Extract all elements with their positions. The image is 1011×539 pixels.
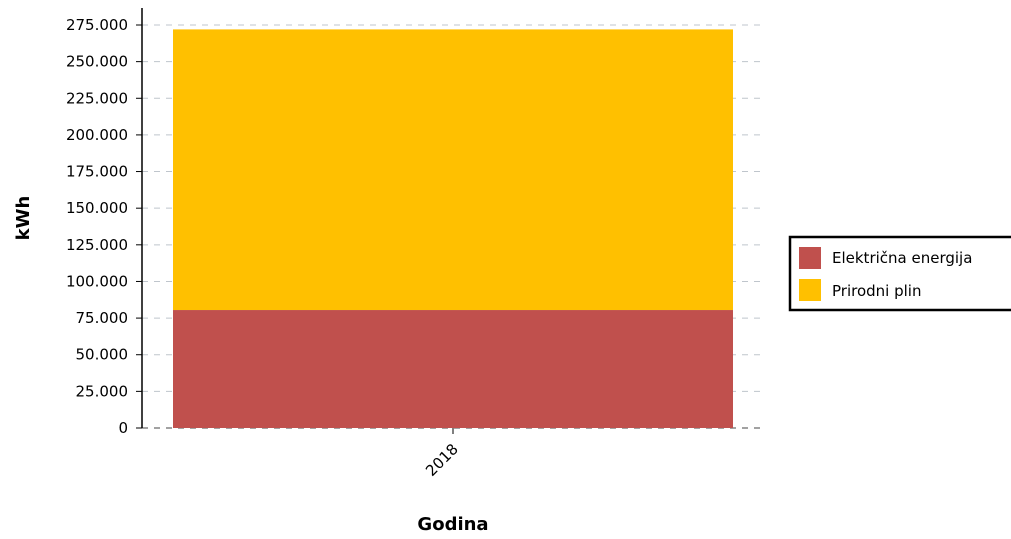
y-tick-label: 225.000 [66, 89, 128, 107]
y-axis-ticks: 0 25.000 50.000 75.000 100.000 125.000 150.000… [66, 16, 142, 437]
x-tick-label: 2018 [422, 440, 462, 480]
y-tick-label: 275.000 [66, 16, 128, 34]
legend-label-natural-gas: Prirodni plin [832, 282, 921, 300]
legend-frame [788, 235, 1011, 312]
x-axis-title: Godina [417, 514, 488, 535]
bar-segment [173, 310, 733, 428]
y-tick-label: 175.000 [66, 163, 128, 181]
y-tick-label: 25.000 [76, 382, 129, 400]
legend-label-electricity: Električna energija [832, 249, 972, 267]
legend-swatch-natural-gas [799, 279, 821, 301]
y-axis-title: kWh [13, 196, 34, 241]
legend: Električna energija Prirodni plin [788, 235, 1011, 312]
y-tick-label: 200.000 [66, 126, 128, 144]
y-tick-label: 125.000 [66, 236, 128, 254]
y-tick-label: 75.000 [76, 309, 129, 327]
y-tick-label: 150.000 [66, 199, 128, 217]
y-tick-label: 250.000 [66, 53, 128, 71]
y-tick-label: 50.000 [76, 346, 129, 364]
y-tick-label: 0 [118, 419, 128, 437]
bar-segment [173, 29, 733, 311]
legend-swatch-electricity [799, 247, 821, 269]
bars [173, 29, 733, 428]
x-axis-ticks: 2018 [422, 428, 462, 480]
y-tick-label: 100.000 [66, 272, 128, 290]
